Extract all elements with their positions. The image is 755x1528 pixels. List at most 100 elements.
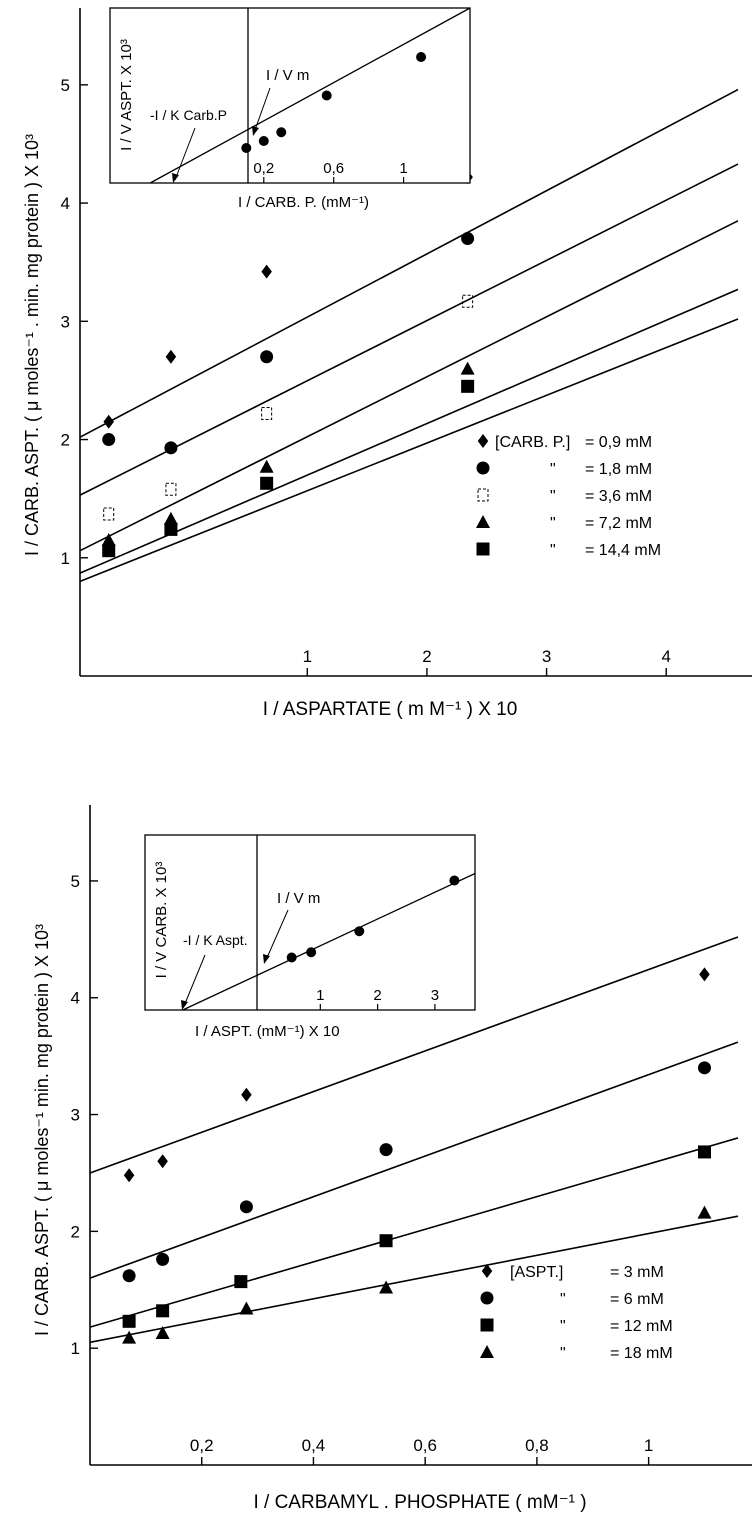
panel2-inset-frame [144,834,476,1011]
p1-x-tick-label-2: 2 [422,647,431,666]
p2-y-tick-label-3: 3 [71,1106,80,1125]
panel2-inset-x-label: I / ASPT. (mM⁻¹) X 10 [195,1023,340,1040]
panel2-inset-points [286,875,460,963]
panel2-x-axis-label: I / CARBAMYL . PHOSPHATE ( mM⁻¹ ) [253,1492,586,1513]
p2-series-1-point-3 [241,1087,252,1102]
p1-series-3-point-3 [261,407,273,421]
p1-y-tick-label-4: 4 [61,194,70,213]
p2-series-2-point-1 [122,1269,136,1283]
p1-series-2-point-4 [461,232,475,246]
p1-legend-symbol-3 [477,488,489,502]
p2-inset-point-2 [306,947,317,958]
panel1-ditto-2: " [550,488,556,505]
panel2-legend-label-4: = 18 mM [610,1345,673,1362]
p1-fit-line-1 [79,88,739,438]
panel1-inset-ticks: 0,2 0,6 1 [253,160,408,183]
p2-x-tick-label-4: 0,8 [525,1436,549,1455]
p2-inset-point-1 [286,952,297,963]
panel2-inset-km-arrow [183,954,206,1007]
p2-series-2-point-5 [697,1061,711,1075]
p2-series-1-point-1 [123,1168,135,1183]
p2-inset-x-tick-label-1: 1 [316,987,324,1004]
panel2-x-ticks: 0,2 0,4 0,6 0,8 1 [190,1436,653,1465]
p2-x-tick-label-3: 0,6 [413,1436,437,1455]
p1-inset-fit-line [149,7,471,184]
panel1-legend-label-3: = 3,6 mM [585,488,652,505]
p1-x-tick-label-4: 4 [661,647,670,666]
p2-series-4-point-4 [379,1280,394,1294]
panel2-ditto-3: " [560,1345,566,1362]
p2-x-tick-label-2: 0,4 [302,1436,326,1455]
p1-fit-line-3 [79,220,739,552]
p2-y-tick-label-4: 4 [71,989,80,1008]
p2-inset-point-3 [354,926,365,937]
panel2-points [122,967,712,1344]
panel1-y-ticks: 1 2 3 4 5 [61,76,88,568]
p2-series-4-point-3 [239,1301,254,1315]
panel2-legend-label-3: = 12 mM [610,1318,673,1335]
p2-series-1-point-4 [699,967,710,982]
p1-x-tick-label-1: 1 [303,647,312,666]
p2-series-4-point-2 [155,1326,170,1339]
p1-legend-symbol-5 [476,542,490,556]
p1-series-1-point-3 [261,264,272,279]
panel2-legend-symbols [480,1264,494,1358]
panel-carbamyl-phosphate: 1 2 3 4 5 0,2 0,4 0,6 0,8 1 I / CARBAMYL . PHOSP… [32,805,752,1513]
p1-series-5-point-3 [260,476,274,490]
panel1-legend-header: [CARB. P.] [495,434,570,451]
p2-legend-symbol-1 [481,1264,493,1278]
panel1-inset-vm-arrow [254,87,271,131]
panel2-inset-km-arrowhead [181,1000,188,1010]
panel2-inset-vm-arrowhead [263,954,270,964]
p1-series-3-point-2 [165,482,177,496]
panel1-inset-points [241,52,427,153]
panel1-fit-lines [79,88,739,583]
p1-series-5-point-2 [164,522,178,536]
p2-y-tick-label-2: 2 [71,1222,80,1241]
panel1-inset-frame [109,7,471,184]
panel2-inset: 1 2 3 I / ASPT. (mM⁻¹) X 10 I / V CARB. X … [144,834,476,1040]
panel1-legend-label-1: = 0,9 mM [585,434,652,451]
panel2-y-ticks: 1 2 3 4 5 [71,872,98,1358]
p1-series-1-point-2 [165,349,177,364]
p2-fit-line-4 [89,1215,739,1344]
p1-legend-symbol-1 [477,434,489,448]
panel2-y-axis-label: I / CARB. ASPT. ( μ moles⁻¹ min. mg prot… [32,924,52,1336]
p2-x-tick-label-5: 1 [644,1436,653,1455]
panel1-legend-label-2: = 1,8 mM [585,461,652,478]
p1-series-3-point-1 [103,507,115,521]
p2-fit-line-3 [89,1137,739,1328]
p1-series-5-point-4 [461,379,475,393]
p1-fit-line-2 [79,163,739,496]
p1-series-2-point-1 [102,433,116,447]
p2-series-2-point-2 [156,1252,170,1266]
p1-series-4-point-2 [163,511,178,525]
p1-legend-symbol-2 [476,461,490,475]
panel2-inset-km-annotation: -I / K Aspt. [183,932,248,948]
p2-fit-line-2 [89,1041,739,1279]
panel1-inset-vm-annotation: I / V m [266,67,309,84]
p2-inset-fit-line [182,872,476,1011]
panel2-legend-header: [ASPT.] [510,1264,563,1281]
panel2-ditto-2: " [560,1318,566,1335]
panel1-inset-km-arrow [174,127,196,181]
panel2-legend-label-2: = 6 mM [610,1291,664,1308]
p2-series-3-point-3 [234,1275,248,1289]
panel2-inset-ticks: 1 2 3 [316,987,439,1010]
panel1-inset: 0,2 0,6 1 I / CARB. P. (mM⁻¹) I / V ASPT. … [109,7,471,211]
panel1-legend-symbols [476,434,490,556]
p1-inset-point-2 [258,136,269,146]
p2-series-2-point-3 [239,1200,253,1214]
p1-inset-x-tick-label-3: 1 [399,160,407,177]
panel1-legend-label-5: = 14,4 mM [585,542,661,559]
p2-series-3-point-2 [156,1304,170,1318]
p2-legend-symbol-4 [480,1345,494,1358]
panel2-inset-vm-arrow [265,909,289,961]
p1-series-1-point-1 [103,414,114,429]
p1-inset-point-4 [321,90,332,101]
panel2-inset-fit [182,872,476,1011]
panel1-y-axis-label: I / CARB. ASPT. ( μ moles⁻¹ . min. mg pr… [22,134,42,556]
